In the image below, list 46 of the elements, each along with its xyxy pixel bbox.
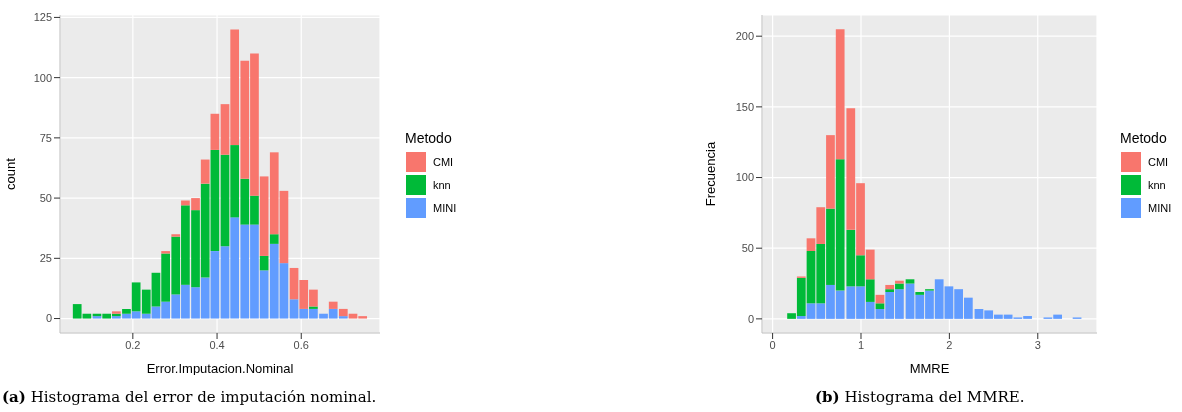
y-tick-label: 0: [45, 312, 52, 325]
y-axis-title: count: [2, 157, 18, 190]
x-tick-label: 2: [946, 338, 953, 351]
y-tick-label: 200: [735, 30, 754, 43]
y-tick-label: 0: [747, 312, 754, 325]
bar: [895, 280, 904, 284]
y-tick-label: 150: [735, 100, 754, 113]
bar: [885, 289, 895, 293]
y-tick-label: 125: [33, 11, 52, 24]
y-tick-label: 25: [39, 252, 52, 265]
y-tick-label: 100: [33, 71, 52, 84]
legend-label: MINI: [433, 201, 457, 214]
bar: [269, 234, 279, 244]
x-tick-label: 3: [1034, 338, 1041, 351]
bar: [895, 283, 904, 290]
legend-label: MINI: [1148, 201, 1172, 214]
legend-title: Metodo: [405, 130, 453, 146]
x-tick-label: 0.6: [293, 338, 309, 351]
y-tick-label: 75: [39, 131, 52, 144]
bar: [259, 255, 269, 271]
bar: [885, 284, 895, 290]
bar: [171, 234, 181, 237]
y-tick-label: 50: [39, 192, 52, 204]
legend-title: Metodo: [1120, 130, 1168, 146]
x-tick-label: 0.4: [209, 338, 225, 351]
y-tick-label: 100: [735, 171, 754, 184]
legend-label: knn: [433, 178, 451, 191]
bar: [200, 159, 210, 184]
x-tick-label: 0: [769, 338, 776, 351]
legend-label: knn: [1148, 178, 1166, 191]
bar: [915, 292, 925, 295]
x-axis-title: MMRE: [909, 361, 950, 376]
bar: [905, 279, 915, 284]
y-tick-label: 50: [741, 242, 754, 255]
bar: [161, 251, 170, 254]
text: (a) Histograma del error de imputación nominal.: [2, 388, 377, 406]
x-tick-label: 1: [857, 338, 865, 351]
legend-label: CMI: [433, 155, 454, 168]
text: (b) Histograma del MMRE.: [815, 388, 1025, 406]
bar: [875, 303, 885, 309]
y-axis-title: Frecuencia: [702, 141, 718, 207]
legend-label: CMI: [1148, 155, 1169, 168]
x-tick-label: 0.2: [125, 338, 141, 351]
bar: [328, 301, 338, 309]
bar: [210, 113, 220, 150]
x-axis-title: Error.Imputacion.Nominal: [146, 361, 294, 376]
